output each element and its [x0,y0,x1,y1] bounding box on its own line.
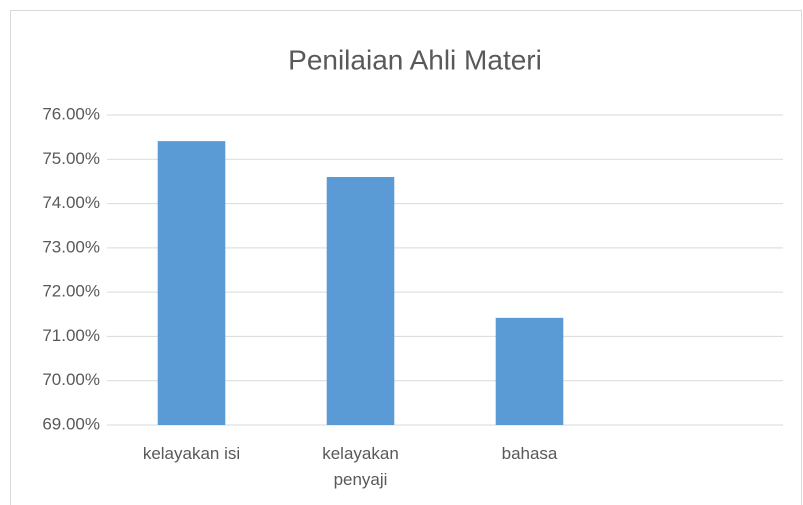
y-tick-label: 75.00% [42,149,100,168]
y-tick-label: 72.00% [42,282,100,301]
x-tick-label: kelayakan penyaji [322,444,399,489]
y-tick-label: 69.00% [42,414,100,433]
bar [495,317,564,425]
y-tick-label: 70.00% [42,370,100,389]
bar [157,141,226,425]
y-tick-label: 71.00% [42,326,100,345]
x-tick-label: bahasa [501,444,558,463]
chart-title: Penilaian Ahli Materi [288,44,542,75]
x-tick-label: kelayakan isi [142,444,241,463]
bar [326,177,395,425]
y-tick-label: 74.00% [42,193,100,212]
y-tick-label: 76.00% [42,104,100,123]
y-tick-label: 73.00% [42,237,100,256]
chart-frame [10,10,802,505]
